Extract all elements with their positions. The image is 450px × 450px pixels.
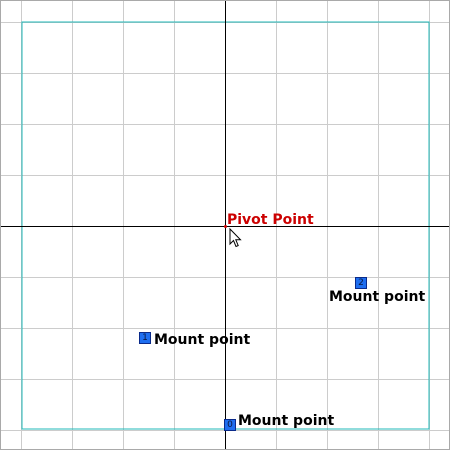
mount-point-1-label[interactable]: Mount point — [154, 332, 251, 348]
pivot-point-label[interactable]: Pivot Point — [227, 212, 314, 228]
mount-point-2-marker[interactable]: 2 — [355, 277, 367, 289]
mount-point-0-label[interactable]: Mount point — [238, 413, 335, 429]
mount-point-1-marker[interactable]: 1 — [139, 332, 151, 344]
mount-point-2-label[interactable]: Mount point — [329, 289, 426, 305]
pivot-point-dot[interactable] — [224, 225, 227, 228]
mount-point-0-marker[interactable]: 0 — [224, 419, 236, 431]
arrow-cursor-icon — [229, 227, 242, 248]
